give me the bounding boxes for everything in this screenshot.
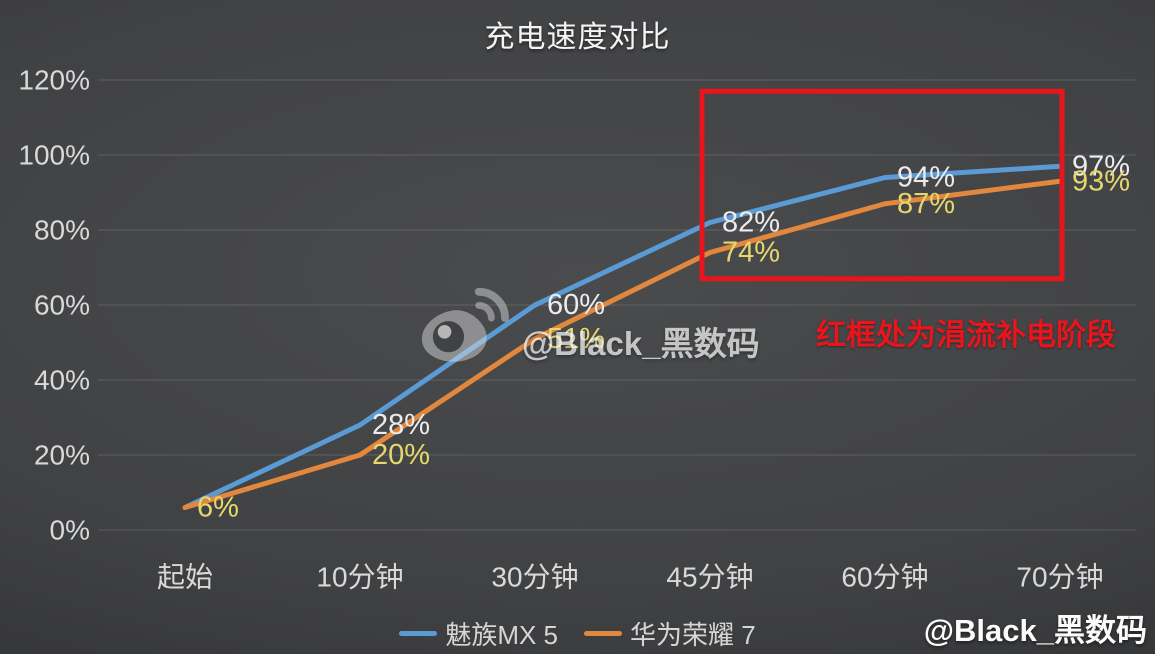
data-label-series1-45分钟: 74% (722, 237, 780, 269)
legend-item-series-1: 华为荣耀 7 (584, 615, 756, 652)
x-tick-label: 10分钟 (316, 562, 403, 593)
legend-swatch-blue (399, 631, 438, 636)
data-label-series1-10分钟: 20% (372, 439, 430, 471)
x-tick-label: 起始 (157, 562, 213, 593)
x-tick-label: 45分钟 (666, 562, 753, 593)
y-tick-label: 60% (34, 290, 90, 321)
data-label-series0-45分钟: 82% (722, 207, 780, 239)
y-tick-label: 20% (34, 440, 90, 471)
x-tick-label: 60分钟 (841, 562, 928, 593)
annotation-caption: 红框处为涓流补电阶段 (816, 319, 1116, 352)
data-label-series1-起始: 6% (197, 492, 239, 524)
data-label-series0-60分钟: 94% (897, 162, 955, 194)
legend-label-series-1: 华为荣耀 7 (630, 620, 756, 650)
data-label-series0-70分钟: 97% (1072, 150, 1130, 182)
data-label-series0-30分钟: 60% (547, 289, 605, 321)
y-tick-label: 100% (18, 140, 90, 171)
annotation-box (699, 88, 1065, 282)
data-label-series1-60分钟: 87% (897, 188, 955, 220)
legend-label-series-0: 魅族MX 5 (445, 620, 558, 650)
chart-legend: 魅族MX 5 华为荣耀 7 (0, 615, 1155, 652)
y-tick-label: 120% (18, 65, 90, 96)
y-tick-label: 80% (34, 215, 90, 246)
x-tick-label: 70分钟 (1016, 562, 1103, 593)
y-tick-label: 40% (34, 365, 90, 396)
data-label-series1-70分钟: 93% (1072, 165, 1130, 197)
data-label-series1-30分钟: 51% (547, 323, 605, 355)
legend-item-series-0: 魅族MX 5 (399, 615, 558, 652)
series-line-1 (182, 178, 1063, 510)
data-label-series0-10分钟: 28% (372, 409, 430, 441)
chart-title: 充电速度对比 (484, 21, 671, 54)
series-line-0 (182, 163, 1063, 510)
x-tick-label: 30分钟 (491, 562, 578, 593)
legend-swatch-orange (584, 631, 622, 636)
y-tick-label: 0% (50, 515, 90, 546)
watermark-corner: @Black_黑数码 (923, 613, 1147, 648)
